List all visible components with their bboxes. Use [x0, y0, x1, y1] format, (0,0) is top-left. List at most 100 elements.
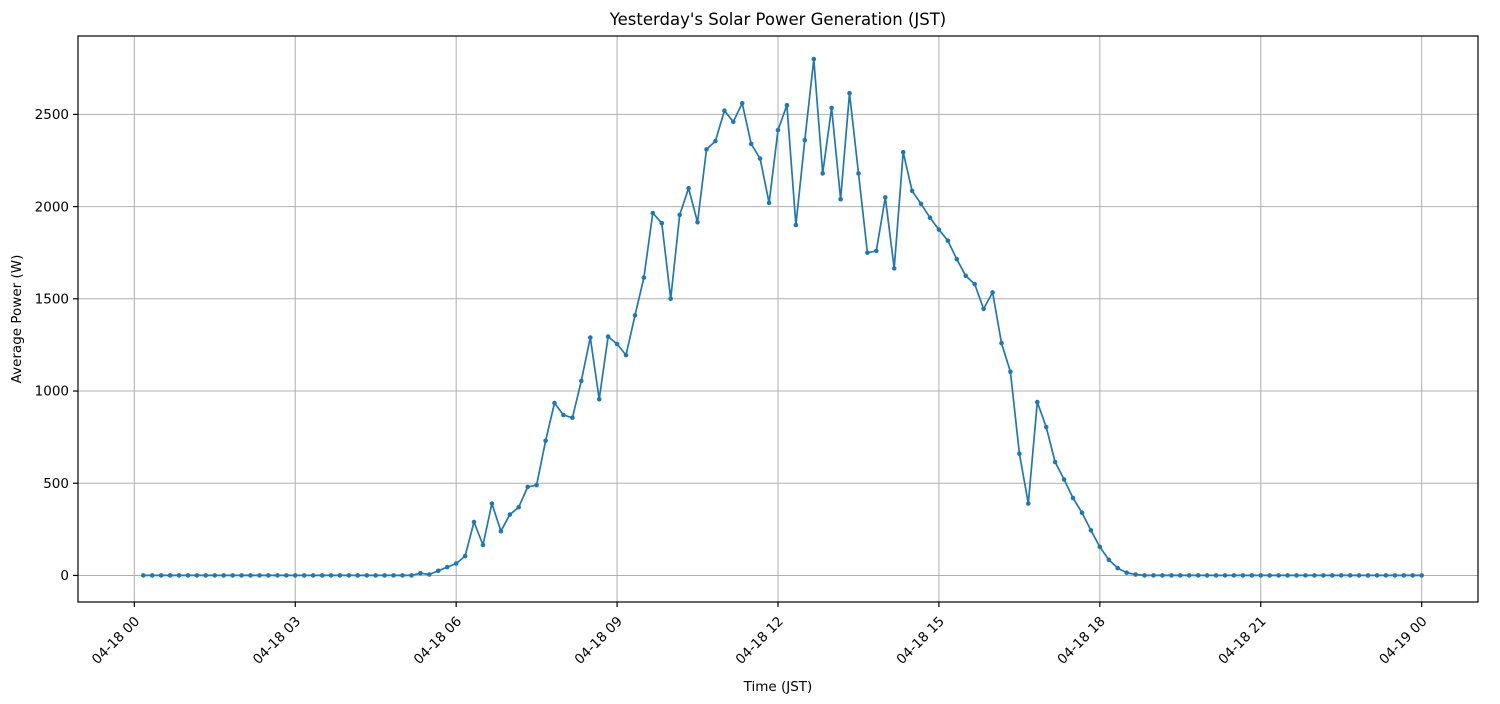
data-point	[1061, 477, 1067, 482]
data-point	[1204, 573, 1210, 578]
axis-ticks	[73, 113, 1423, 607]
y-tick-label: 500	[43, 476, 69, 492]
data-point	[784, 102, 790, 108]
y-tick-label: 2000	[35, 199, 69, 215]
data-point	[748, 141, 754, 147]
data-point	[328, 573, 334, 578]
data-point	[883, 195, 888, 200]
data-point	[739, 101, 745, 106]
data-point	[230, 573, 235, 578]
data-point	[722, 108, 727, 113]
data-point	[802, 137, 808, 143]
data-point	[963, 273, 968, 279]
data-point	[1070, 495, 1076, 501]
data-point	[1383, 573, 1389, 578]
data-point	[865, 250, 870, 255]
data-point	[793, 222, 799, 228]
data-point	[471, 519, 477, 525]
data-point	[418, 570, 423, 576]
data-point	[221, 573, 226, 578]
data-point	[686, 185, 691, 191]
y-tick-label: 2500	[35, 107, 69, 123]
data-point	[650, 210, 656, 216]
data-point	[400, 573, 405, 578]
data-point	[141, 573, 146, 578]
data-point	[1330, 573, 1335, 578]
data-point	[1231, 573, 1237, 578]
data-point	[1213, 573, 1219, 578]
data-point	[516, 504, 521, 510]
data-series-solar-power	[141, 56, 1424, 578]
data-point	[1285, 573, 1290, 578]
data-point	[498, 528, 504, 534]
data-point	[579, 378, 584, 384]
data-point	[1392, 573, 1398, 578]
data-point	[981, 306, 986, 312]
data-point	[1115, 565, 1120, 571]
x-tick-label: 04-18 21	[1215, 614, 1269, 668]
data-point	[1142, 573, 1147, 578]
data-point	[1222, 573, 1228, 578]
data-point	[588, 335, 593, 340]
data-point	[391, 573, 396, 578]
data-point	[248, 573, 253, 578]
y-tick-label: 0	[60, 568, 69, 584]
data-point	[257, 573, 262, 578]
data-point	[811, 56, 817, 62]
data-point	[364, 573, 370, 578]
data-point	[534, 482, 539, 488]
y-tick-label: 1500	[35, 292, 69, 308]
data-point	[561, 412, 566, 418]
data-point	[194, 573, 200, 578]
data-point	[945, 238, 951, 243]
data-point	[1303, 573, 1308, 578]
data-point	[1374, 573, 1380, 578]
data-point	[275, 573, 280, 578]
data-point	[1258, 573, 1264, 578]
x-tick-label: 04-18 15	[894, 614, 948, 668]
data-point	[167, 573, 173, 578]
data-point	[847, 90, 852, 96]
data-point	[927, 215, 933, 220]
data-point	[1017, 451, 1022, 457]
data-point	[543, 438, 548, 444]
data-point	[891, 266, 897, 271]
data-point	[1097, 544, 1103, 550]
data-point	[507, 512, 513, 517]
data-point	[1079, 510, 1085, 515]
data-point	[856, 171, 861, 176]
data-point	[1321, 573, 1326, 578]
x-axis-label: Time (JST)	[743, 679, 813, 695]
data-point	[954, 256, 960, 262]
data-point	[632, 313, 638, 318]
data-point	[346, 573, 352, 578]
data-point	[1169, 573, 1174, 578]
data-point	[409, 573, 414, 578]
y-axis-label: Average Power (W)	[9, 255, 25, 384]
chart-title: Yesterday's Solar Power Generation (JST)	[609, 10, 947, 29]
data-point	[185, 573, 191, 578]
data-point	[936, 227, 942, 232]
data-point	[757, 156, 763, 161]
data-point	[1151, 573, 1156, 578]
data-point	[874, 248, 879, 254]
data-point	[614, 341, 620, 347]
data-point	[1186, 573, 1192, 578]
data-point	[695, 220, 700, 225]
data-point	[918, 201, 924, 207]
data-point	[1106, 557, 1112, 563]
data-point	[266, 573, 271, 578]
x-tick-label: 04-18 03	[250, 614, 304, 668]
data-point	[570, 415, 575, 421]
data-point	[1160, 573, 1165, 578]
data-point	[1267, 573, 1272, 578]
data-point	[1052, 459, 1058, 465]
data-point	[1178, 573, 1183, 578]
data-point	[1195, 573, 1201, 578]
data-point	[355, 573, 361, 578]
data-point	[1312, 573, 1317, 578]
data-point	[453, 561, 459, 566]
data-point	[319, 573, 325, 578]
